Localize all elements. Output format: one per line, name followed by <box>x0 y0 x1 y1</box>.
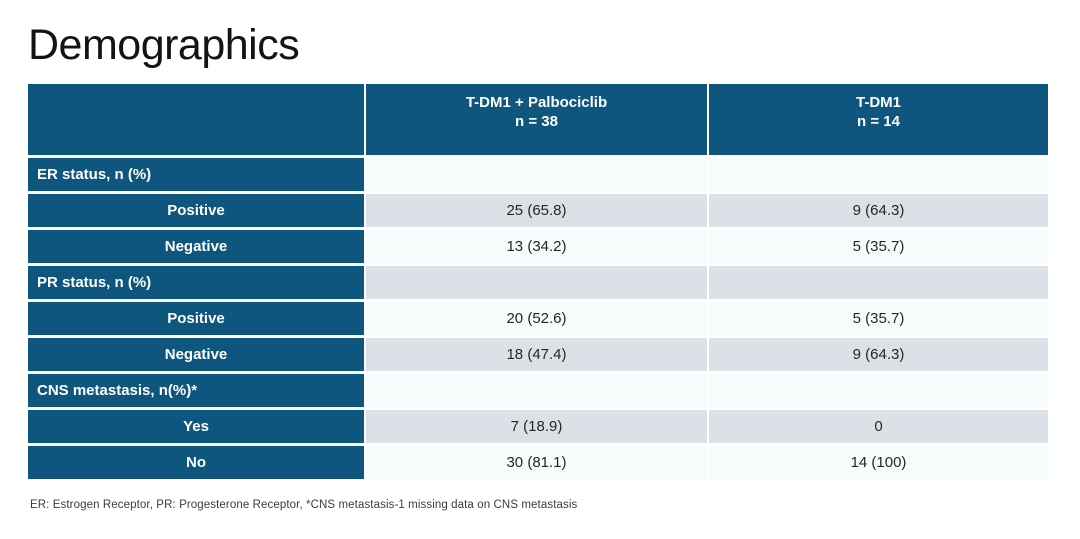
row-er-status: ER status, n (%) <box>28 156 1048 194</box>
cell-value <box>365 264 709 302</box>
cell-value <box>708 372 1048 410</box>
header-cell-tdm1-palbociclib: T-DM1 + Palbociclib n = 38 <box>365 84 709 158</box>
header-group-n: n = 38 <box>515 113 558 130</box>
cell-value: 5 (35.7) <box>708 228 1048 266</box>
cell-value <box>708 264 1048 302</box>
cell-value <box>365 372 709 410</box>
cell-value: 25 (65.8) <box>365 192 709 230</box>
row-label: Positive <box>28 192 366 230</box>
cell-value: 30 (81.1) <box>365 444 709 482</box>
cell-value: 9 (64.3) <box>708 192 1048 230</box>
demographics-table: T-DM1 + Palbociclib n = 38 T-DM1 n = 14 … <box>28 84 1048 482</box>
row-pr-status: PR status, n (%) <box>28 264 1048 302</box>
header-cell-tdm1: T-DM1 n = 14 <box>708 84 1048 158</box>
cell-value: 13 (34.2) <box>365 228 709 266</box>
header-group-name: T-DM1 + Palbociclib <box>465 94 608 111</box>
cell-value: 20 (52.6) <box>365 300 709 338</box>
row-label: Positive <box>28 300 366 338</box>
row-label: Yes <box>28 408 366 446</box>
cell-value: 7 (18.9) <box>365 408 709 446</box>
slide-title: Demographics <box>28 21 300 69</box>
row-label: ER status, n (%) <box>28 156 366 194</box>
cell-value: 0 <box>708 408 1048 446</box>
header-cell-empty <box>28 84 366 158</box>
cell-value: 9 (64.3) <box>708 336 1048 374</box>
row-pr-negative: Negative 18 (47.4) 9 (64.3) <box>28 336 1048 374</box>
row-pr-positive: Positive 20 (52.6) 5 (35.7) <box>28 300 1048 338</box>
table-header-row: T-DM1 + Palbociclib n = 38 T-DM1 n = 14 <box>28 84 1048 158</box>
cell-value: 18 (47.4) <box>365 336 709 374</box>
header-group-n: n = 14 <box>857 113 900 130</box>
row-cns-yes: Yes 7 (18.9) 0 <box>28 408 1048 446</box>
row-label: CNS metastasis, n(%)* <box>28 372 366 410</box>
cell-value: 5 (35.7) <box>708 300 1048 338</box>
cell-value <box>365 156 709 194</box>
cell-value: 14 (100) <box>708 444 1048 482</box>
row-cns-metastasis: CNS metastasis, n(%)* <box>28 372 1048 410</box>
row-cns-no: No 30 (81.1) 14 (100) <box>28 444 1048 482</box>
row-er-positive: Positive 25 (65.8) 9 (64.3) <box>28 192 1048 230</box>
row-label: PR status, n (%) <box>28 264 366 302</box>
footnote: ER: Estrogen Receptor, PR: Progesterone … <box>30 499 578 511</box>
row-label: No <box>28 444 366 482</box>
row-label: Negative <box>28 336 366 374</box>
header-group-name: T-DM1 <box>856 94 901 111</box>
row-label: Negative <box>28 228 366 266</box>
cell-value <box>708 156 1048 194</box>
row-er-negative: Negative 13 (34.2) 5 (35.7) <box>28 228 1048 266</box>
